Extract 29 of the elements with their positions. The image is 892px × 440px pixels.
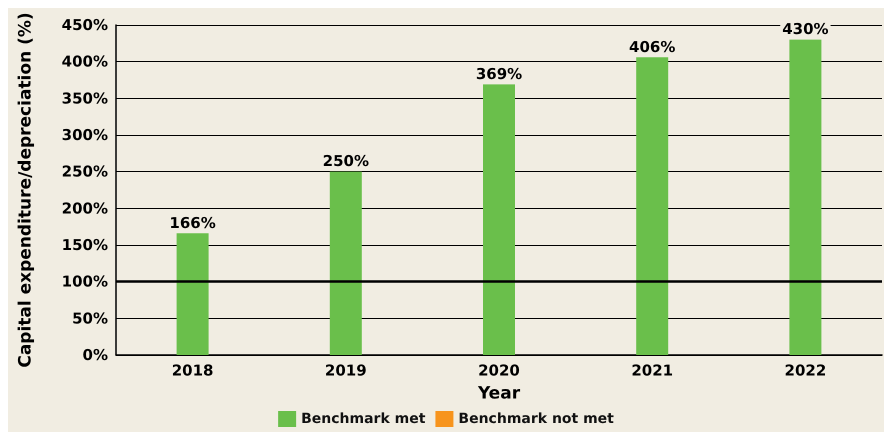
data-label: 250% (322, 152, 369, 170)
bar (330, 172, 362, 355)
y-tick-label: 50% (72, 309, 108, 328)
y-tick-label: 350% (62, 89, 108, 108)
data-label: 166% (169, 214, 216, 232)
y-tick-label: 400% (62, 52, 108, 71)
x-tick-label: 2020 (478, 362, 520, 380)
x-tick-label: 2018 (172, 362, 214, 380)
data-label: 406% (629, 38, 676, 56)
y-tick-label: 0% (82, 346, 108, 364)
bar (636, 57, 668, 355)
x-tick-label: 2022 (784, 362, 826, 380)
data-label: 430% (782, 20, 829, 38)
x-tick-label: 2021 (631, 362, 674, 380)
y-axis-title: Capital expenditure/depreciation (%) (16, 12, 36, 368)
x-axis-title: Year (476, 384, 521, 404)
legend-label: Benchmark met (301, 411, 426, 427)
y-tick-label: 200% (62, 199, 108, 218)
bar (176, 233, 209, 355)
y-tick-label: 300% (62, 126, 108, 144)
bar (483, 84, 515, 355)
legend-label: Benchmark not met (458, 411, 614, 427)
bar (789, 40, 822, 355)
y-tick-label: 100% (62, 272, 108, 291)
y-tick-label: 450% (62, 16, 108, 34)
y-tick-label: 250% (62, 162, 108, 181)
y-tick-label: 150% (62, 236, 108, 254)
data-label: 369% (476, 64, 522, 83)
x-tick-label: 2019 (324, 362, 367, 380)
